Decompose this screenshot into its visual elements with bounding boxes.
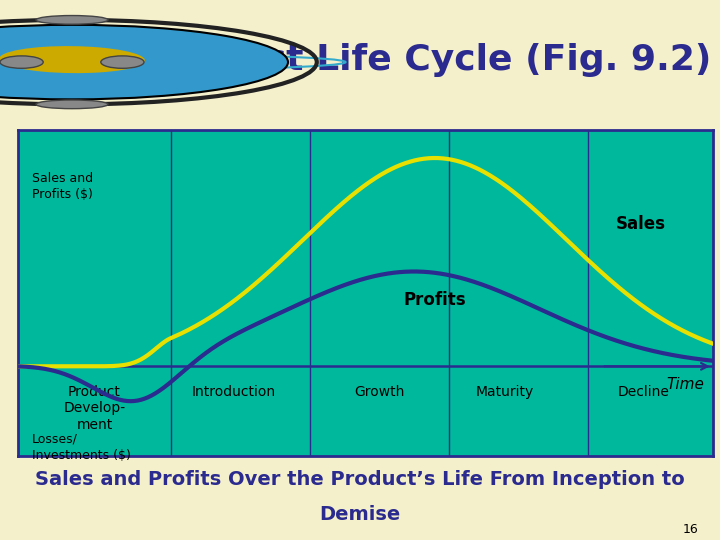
- Text: Losses/
Investments ($): Losses/ Investments ($): [32, 433, 131, 462]
- Text: 16: 16: [683, 523, 698, 536]
- Text: Sales: Sales: [616, 215, 665, 233]
- Text: Profits: Profits: [404, 291, 466, 309]
- Text: Decline: Decline: [617, 385, 670, 399]
- Text: Sales and Profits Over the Product’s Life From Inception to: Sales and Profits Over the Product’s Lif…: [35, 470, 685, 489]
- Text: Introduction: Introduction: [192, 385, 276, 399]
- Text: Sales and
Profits ($): Sales and Profits ($): [32, 172, 93, 201]
- Text: Product
Develop-
ment: Product Develop- ment: [63, 385, 125, 431]
- Ellipse shape: [36, 16, 108, 24]
- Text: Product Life Cycle (Fig. 9.2): Product Life Cycle (Fig. 9.2): [144, 43, 711, 77]
- Ellipse shape: [0, 46, 145, 73]
- Text: Time: Time: [666, 377, 704, 392]
- Text: Maturity: Maturity: [475, 385, 534, 399]
- Text: Growth: Growth: [354, 385, 405, 399]
- Text: Demise: Demise: [320, 505, 400, 524]
- Ellipse shape: [36, 100, 108, 109]
- Circle shape: [0, 25, 288, 99]
- Ellipse shape: [101, 56, 144, 68]
- Ellipse shape: [0, 56, 43, 68]
